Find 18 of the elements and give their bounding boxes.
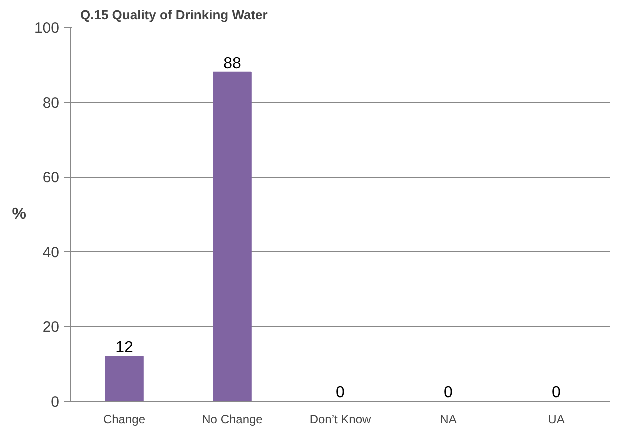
y-tick-label: 40 xyxy=(42,244,60,262)
data-label: 12 xyxy=(116,340,134,357)
y-tick-label: 60 xyxy=(42,170,60,187)
y-tick-label: 100 xyxy=(34,20,60,37)
x-tick-label: Change xyxy=(103,412,146,426)
y-axis-title: % xyxy=(12,206,26,223)
y-tick-label: 80 xyxy=(42,94,60,112)
x-tick-label: UA xyxy=(548,412,565,426)
x-tick-label: No Change xyxy=(202,412,264,426)
data-label: 0 xyxy=(552,384,562,402)
y-tick-label: 0 xyxy=(51,394,60,411)
y-tick-label: 20 xyxy=(42,319,60,336)
data-label: 0 xyxy=(444,384,454,402)
chart-title: Q.15 Quality of Drinking Water xyxy=(80,8,268,22)
x-tick-label: NA xyxy=(440,412,457,426)
x-tick-label: Don’t Know xyxy=(310,412,372,426)
data-label: 88 xyxy=(224,55,242,72)
data-label: 0 xyxy=(336,384,346,402)
